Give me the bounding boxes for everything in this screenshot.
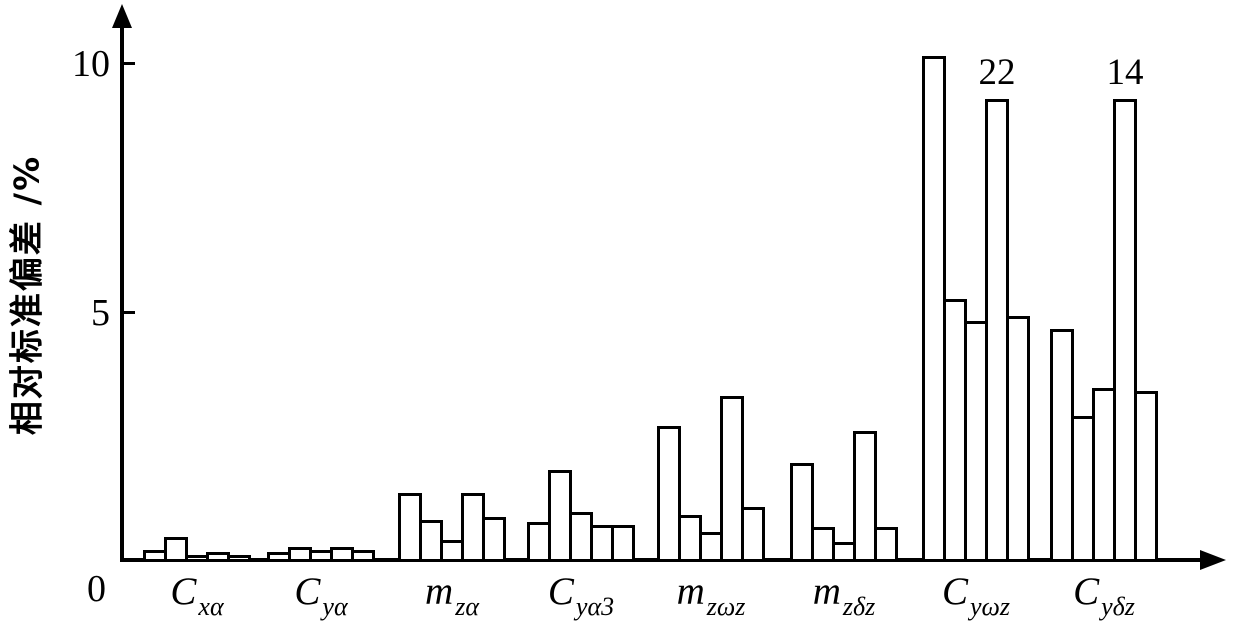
x-axis-label: Cyωz [941, 570, 1010, 620]
x-axis-label-main: C [941, 570, 968, 613]
x-axis-label: mzδz [812, 570, 876, 620]
bar-value-annotation: 14 [1106, 52, 1144, 93]
x-axis-label: mzωz [676, 570, 746, 620]
x-axis-label-main: C [547, 570, 574, 613]
x-axis-arrow-icon [1200, 550, 1226, 570]
x-axis-label-subscript: zωz [706, 592, 746, 621]
x-axis-label: Cxα [170, 570, 223, 620]
x-axis-label-main: m [812, 570, 841, 613]
bar [419, 520, 443, 562]
bar [164, 537, 188, 562]
y-axis-line [120, 20, 124, 562]
bar [678, 515, 702, 562]
x-axis-label-main: m [676, 570, 705, 613]
x-axis-label: Cyδz [1073, 570, 1135, 620]
x-axis-label-subscript: zα [455, 592, 479, 621]
y-axis-title: 相对标准偏差 /% [7, 154, 48, 436]
bar [227, 555, 251, 562]
x-axis-label-main: C [170, 570, 197, 613]
y-tick-mark-10 [124, 62, 135, 65]
x-axis-label-subscript: yα3 [575, 592, 615, 621]
y-tick-label-10: 10 [72, 43, 110, 85]
bar [482, 517, 506, 562]
x-axis-label-main: m [425, 570, 454, 613]
bar [351, 550, 375, 562]
bar [741, 507, 765, 562]
bar-value-annotation: 22 [978, 52, 1016, 93]
x-axis-label-main: C [294, 570, 321, 613]
bar [1113, 99, 1137, 562]
y-tick-label-5: 5 [91, 292, 110, 334]
x-axis-label-subscript: yα [322, 592, 348, 621]
bar [611, 525, 635, 562]
bar [790, 463, 814, 562]
x-axis-label: Cyα [294, 570, 347, 620]
bar [657, 426, 681, 562]
x-axis-label-subscript: xα [198, 592, 224, 621]
x-axis-label-subscript: yωz [970, 592, 1011, 621]
y-axis-arrow-icon [112, 4, 132, 28]
x-axis-label-subscript: zδz [842, 592, 876, 621]
bar [720, 396, 744, 562]
x-axis-label-subscript: yδz [1101, 592, 1135, 621]
x-axis-label: Cyα3 [547, 570, 614, 620]
y-tick-mark-5 [124, 311, 135, 314]
x-axis-label: mzα [425, 570, 479, 620]
bar [1006, 316, 1030, 562]
bar [1134, 391, 1158, 562]
origin-label: 0 [87, 568, 106, 610]
bar [853, 431, 877, 562]
bar [874, 527, 898, 562]
x-axis-label-main: C [1073, 570, 1100, 613]
